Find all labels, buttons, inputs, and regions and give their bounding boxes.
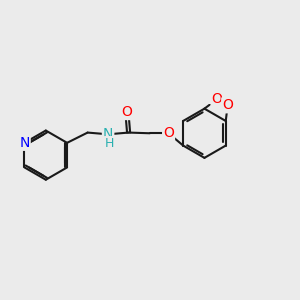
Text: H: H [105,137,114,150]
Text: N: N [103,127,113,141]
Text: O: O [212,92,223,106]
Text: O: O [122,105,132,119]
Text: N: N [19,136,30,150]
Text: O: O [222,98,233,112]
Text: O: O [163,126,174,140]
